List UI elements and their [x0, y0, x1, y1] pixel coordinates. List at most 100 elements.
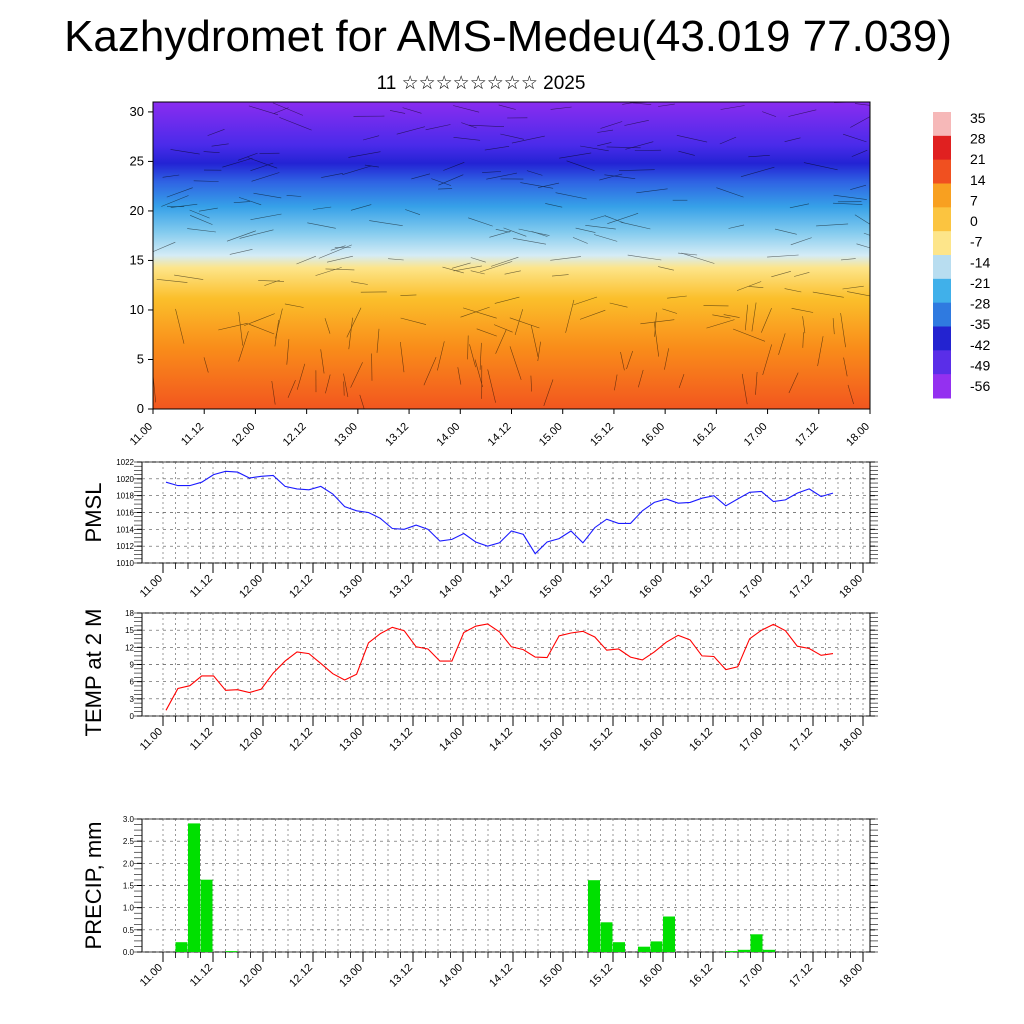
colorbar-label: -21: [970, 275, 990, 291]
wind-barb: [287, 379, 296, 398]
colorbar-band: [933, 302, 951, 327]
wind-barb: [388, 258, 404, 261]
y-tick-label: 6: [130, 678, 135, 687]
wind-barb: [198, 207, 218, 212]
colorbar: 35 28 21 14 7 0 -7 -14 -21 -28 -35 -42 -49 -56: [933, 110, 990, 399]
y-tick-label: 0.5: [123, 926, 135, 935]
wind-barb: [530, 375, 532, 392]
wind-barb: [762, 111, 777, 117]
pmsl-series-line: [165, 470, 834, 555]
wind-barb: [442, 266, 464, 274]
wind-barb: [468, 124, 505, 127]
wind-barb: [678, 374, 685, 389]
y-tick-label: 25: [130, 153, 144, 168]
wind-barb: [307, 222, 336, 229]
wind-barb: [543, 379, 554, 406]
wind-barb: [850, 116, 871, 128]
wind-barb: [817, 336, 824, 367]
wind-barb: [318, 244, 352, 259]
wind-barb: [326, 255, 353, 263]
wind-barb: [604, 174, 636, 179]
wind-barb: [479, 342, 482, 370]
y-axis-title: TEMP at 2 M: [81, 609, 106, 737]
x-tick-label: 17.12: [787, 573, 815, 601]
x-tick-label: 11.00: [128, 421, 155, 448]
wind-barb: [437, 341, 445, 371]
x-tick-label: 15.00: [537, 962, 565, 990]
y-tick-label: 1010: [116, 559, 134, 568]
wind-barb: [400, 294, 417, 296]
x-tick-label: 16.00: [637, 962, 665, 990]
wind-barb: [604, 215, 625, 224]
wind-barb: [468, 217, 493, 227]
wind-barb: [712, 314, 731, 319]
wind-barb: [748, 286, 764, 288]
x-tick-label: 12.00: [237, 573, 265, 601]
y-tick-label: 20: [130, 203, 144, 218]
wind-barb: [745, 304, 748, 331]
wind-barb: [667, 295, 687, 299]
y-tick-label: 1014: [116, 525, 134, 534]
x-tick-label: 12.00: [237, 726, 265, 754]
colorbar-label: -42: [970, 337, 990, 353]
x-tick-label: 17.00: [737, 726, 765, 754]
wind-barb: [626, 350, 633, 370]
y-axis-title: PMSL: [81, 483, 106, 543]
colorbar-band: [933, 135, 951, 161]
wind-barb: [189, 209, 210, 219]
wind-barb: [156, 279, 188, 283]
y-tick-label: 0: [137, 401, 144, 416]
wind-barb: [463, 307, 497, 319]
wind-barb: [511, 135, 545, 144]
wind-barb: [662, 308, 678, 314]
wind-barb: [658, 103, 675, 107]
wind-barb: [788, 372, 799, 394]
colorbar-label: 21: [970, 151, 986, 167]
wind-barb: [279, 117, 312, 131]
wind-barb: [812, 291, 844, 298]
colorbar-band: [933, 326, 951, 351]
colorbar-label: -14: [970, 254, 990, 270]
wind-barb: [579, 309, 606, 320]
wind-barb: [832, 202, 863, 205]
x-tick-label: 15.12: [587, 573, 615, 601]
x-tick-label: 13.00: [332, 421, 360, 449]
precip-bar: [638, 946, 650, 952]
wind-barb: [490, 256, 519, 267]
x-tick-label: 13.00: [337, 726, 365, 754]
wind-barb: [162, 174, 180, 178]
wind-barb: [774, 228, 797, 235]
wind-barb: [537, 182, 560, 188]
wind-barb: [803, 162, 838, 171]
wind-barb: [771, 271, 791, 278]
wind-barb: [863, 232, 871, 236]
colorbar-band: [933, 159, 951, 184]
wind-barb: [575, 227, 596, 233]
wind-barb: [614, 374, 618, 391]
y-tick-label: 1016: [116, 509, 134, 518]
wind-barb: [840, 258, 856, 261]
x-tick-label: 15.00: [537, 573, 565, 601]
wind-barb: [816, 223, 849, 227]
wind-barb: [566, 160, 595, 171]
x-tick-label: 13.00: [337, 573, 365, 601]
wind-barb: [741, 373, 748, 405]
wind-barb: [348, 151, 381, 158]
x-tick-label: 14.00: [437, 962, 465, 990]
wind-barb: [537, 341, 541, 362]
x-tick-label: 16.00: [637, 726, 665, 754]
y-tick-label: 5: [137, 351, 144, 366]
y-tick-label: 15: [125, 626, 134, 635]
wind-barb: [676, 135, 708, 143]
x-tick-label: 11.12: [188, 962, 215, 989]
x-tick-label: 12.00: [237, 962, 265, 990]
wind-barb: [482, 171, 502, 173]
colorbar-band: [933, 278, 951, 304]
wind-barb: [284, 303, 304, 308]
wind-barb: [402, 107, 422, 114]
wind-barb: [600, 121, 623, 129]
precip-bar: [613, 942, 625, 952]
wind-barb: [350, 362, 363, 388]
wind-barb: [325, 268, 355, 271]
precip-bar: [188, 823, 200, 952]
